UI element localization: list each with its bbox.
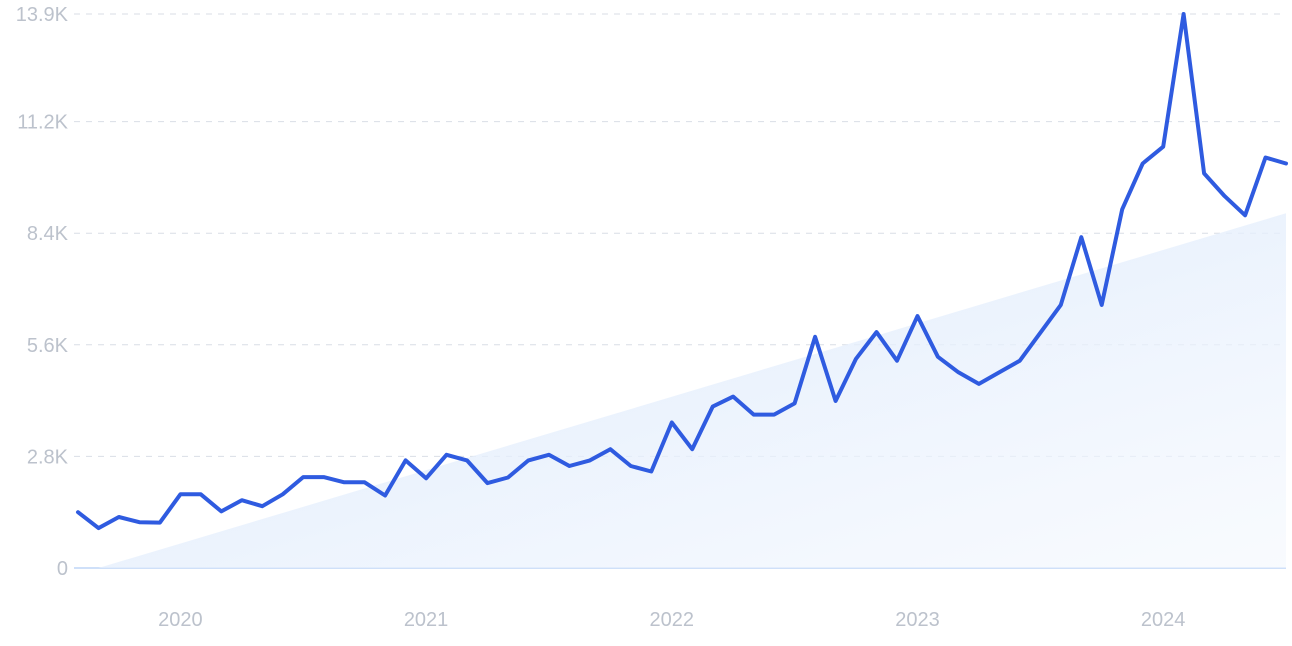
data-point (506, 476, 510, 480)
y-tick-label: 13.9K (16, 4, 69, 26)
data-point (158, 521, 162, 525)
data-point (1038, 331, 1042, 335)
data-point (322, 475, 326, 479)
data-point (485, 481, 489, 485)
data-point (363, 480, 367, 484)
x-tick-label: 2020 (158, 609, 203, 631)
data-point (1243, 213, 1247, 217)
data-point (547, 453, 551, 457)
data-point (1059, 303, 1063, 307)
data-point (1223, 194, 1227, 198)
data-point (1018, 359, 1022, 363)
data-point (854, 357, 858, 361)
data-point (117, 515, 121, 519)
data-point (752, 413, 756, 417)
data-point (690, 447, 694, 451)
data-point (342, 480, 346, 484)
trend-area (98, 213, 1286, 568)
data-point (1202, 171, 1206, 175)
data-point (711, 405, 715, 409)
data-point (260, 504, 264, 508)
data-point (96, 526, 100, 530)
data-point (1264, 155, 1268, 159)
data-point (178, 492, 182, 496)
data-point (608, 447, 612, 451)
data-point (977, 382, 981, 386)
x-tick-label: 2023 (895, 609, 940, 631)
data-point (199, 492, 203, 496)
data-point (793, 401, 797, 405)
data-point (1284, 161, 1288, 165)
data-point (137, 520, 141, 524)
data-point (670, 421, 674, 425)
x-tick-label: 2022 (650, 609, 695, 631)
x-tick-label: 2021 (404, 609, 449, 631)
x-tick-label: 2024 (1141, 609, 1186, 631)
data-point (301, 475, 305, 479)
y-tick-label: 0 (57, 558, 68, 580)
data-point (445, 453, 449, 457)
data-point (588, 458, 592, 462)
data-point (834, 399, 838, 403)
data-point (649, 470, 653, 474)
data-point (76, 510, 80, 514)
data-point (1161, 145, 1165, 149)
data-point (875, 330, 879, 334)
data-point (567, 464, 571, 468)
data-point (997, 370, 1001, 374)
data-point (915, 314, 919, 318)
data-point (772, 413, 776, 417)
data-point (895, 359, 899, 363)
data-point (936, 355, 940, 359)
series-line (76, 12, 1288, 531)
trend-area-fill (98, 213, 1286, 568)
y-tick-label: 5.6K (27, 335, 69, 357)
y-axis-labels: 0 2.8K 5.6K 8.4K 11.2K 13.9K (16, 4, 69, 580)
y-tick-label: 8.4K (27, 223, 69, 245)
y-tick-label: 2.8K (27, 446, 69, 468)
data-point (465, 458, 469, 462)
data-point (1141, 161, 1145, 165)
data-point (424, 476, 428, 480)
data-point (1079, 235, 1083, 239)
y-tick-label: 11.2K (17, 112, 68, 134)
data-point (731, 395, 735, 399)
data-point (240, 498, 244, 502)
data-point (383, 493, 387, 497)
data-point (404, 458, 408, 462)
data-point (1182, 12, 1186, 16)
data-point (956, 370, 960, 374)
x-axis-labels: 2020 2021 2022 2023 2024 (158, 609, 1185, 631)
data-point (629, 464, 633, 468)
data-point (526, 458, 530, 462)
series-line-group (76, 12, 1288, 531)
data-point (813, 335, 817, 339)
data-point (1120, 207, 1124, 211)
data-point (1100, 303, 1104, 307)
data-point (219, 509, 223, 513)
data-point (281, 492, 285, 496)
